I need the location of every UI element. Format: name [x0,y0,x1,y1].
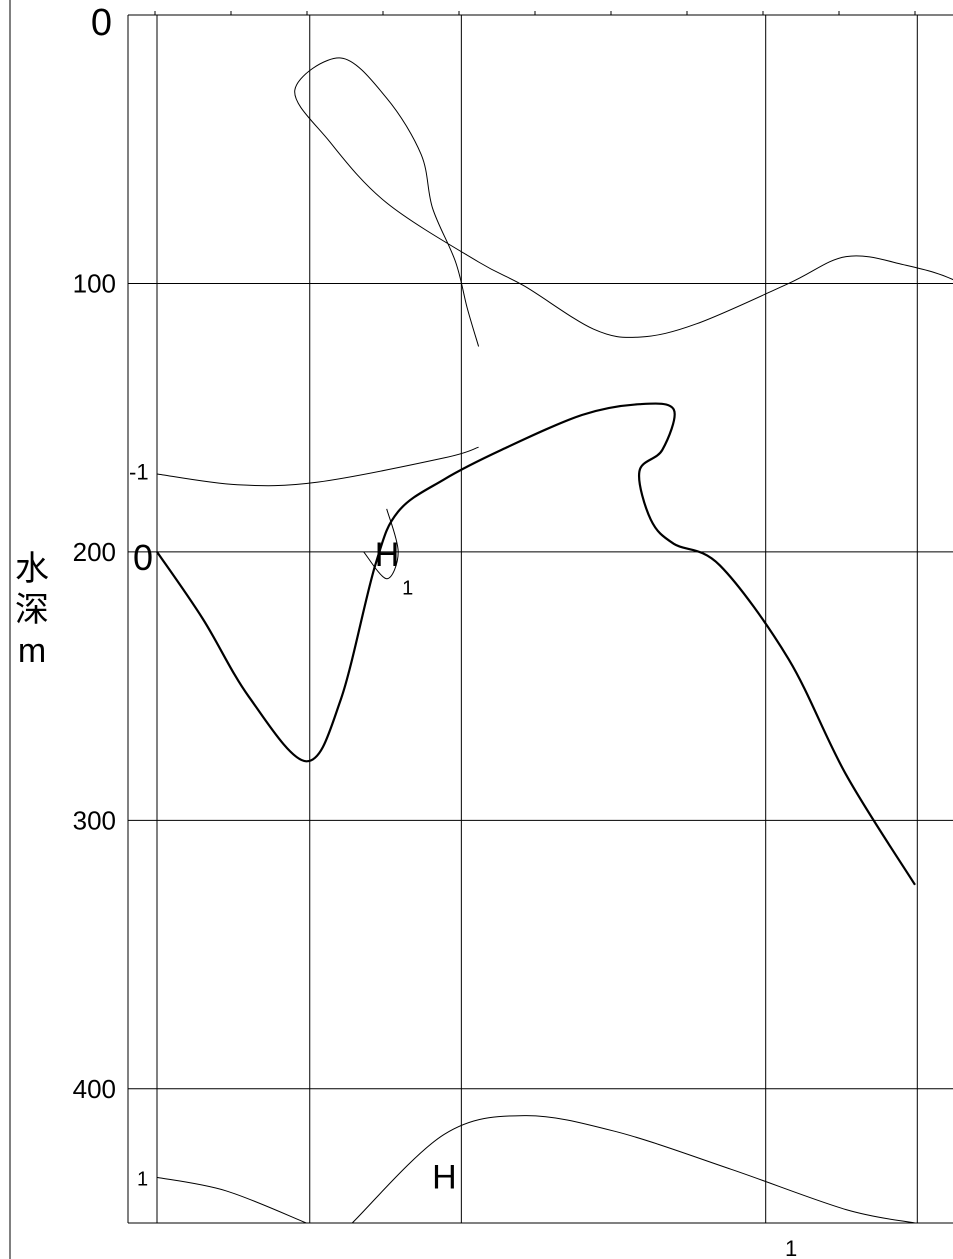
annotation-5: H [432,1159,457,1197]
annotation-3: 1 [402,578,413,600]
annotation-1: 0 [133,537,153,578]
x-tick-label: 1 [785,1236,797,1259]
grid [10,0,953,1259]
y-tick-label-4: 400 [73,1074,116,1104]
contour-line-1 [157,447,479,486]
y-tick-label-1: 100 [73,268,116,298]
y-tick-label-2: 200 [73,537,116,567]
annotations: -10 H11 H [129,459,457,1196]
contour-lines [157,58,953,1223]
contour-line-2 [157,404,915,885]
y-tick-label-0: 0 [91,2,112,44]
y-axis-ticks: 0 100 200 300 400 [73,2,116,1104]
contour-line-4 [157,1177,306,1223]
annotation-0: -1 [129,459,149,484]
contour-line-0 [295,58,953,347]
y-tick-label-3: 300 [73,805,116,835]
y-axis-label: 水深m [15,550,49,670]
y-axis-label-char-2: m [18,632,46,670]
y-axis-label-char-1: 深 [15,591,49,629]
annotation-4: 1 [137,1168,148,1190]
y-axis-label-char-0: 水 [15,550,49,588]
annotation-2: H [375,536,400,574]
